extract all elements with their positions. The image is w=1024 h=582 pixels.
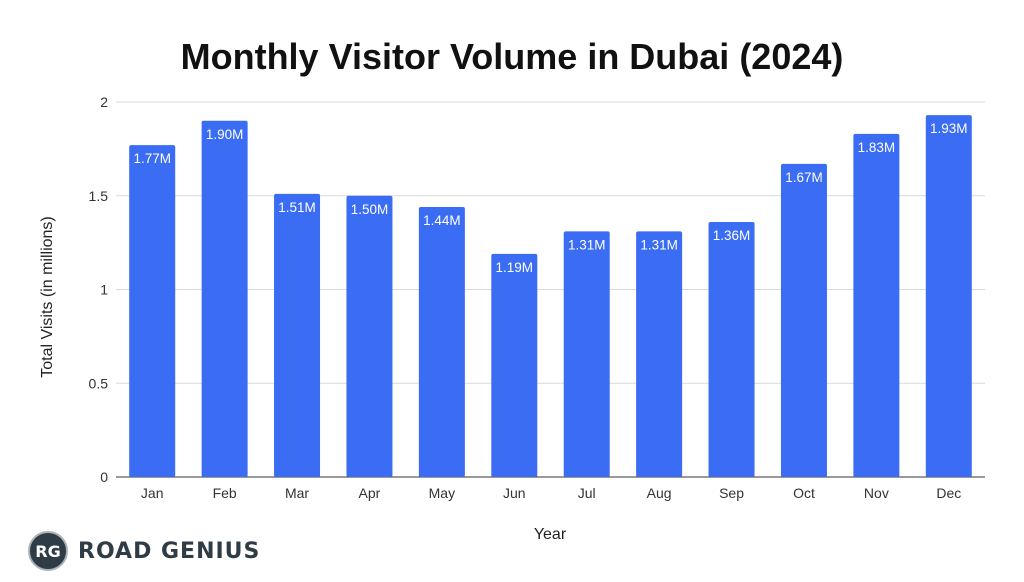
bar-nov xyxy=(853,133,900,477)
y-tick-label: 1 xyxy=(100,282,108,298)
y-tick-label: 0 xyxy=(100,469,108,485)
x-tick-label-sep: Sep xyxy=(719,485,744,501)
x-axis-label: Year xyxy=(534,526,567,543)
x-tick-label-apr: Apr xyxy=(359,485,381,501)
y-tick-label: 1.5 xyxy=(89,188,109,204)
data-label-jul: 1.31M xyxy=(568,237,606,252)
data-label-apr: 1.50M xyxy=(351,202,389,217)
x-tick-label-jul: Jul xyxy=(578,485,596,501)
bar-jun xyxy=(491,253,538,477)
grid-lines xyxy=(116,101,985,478)
x-tick-label-dec: Dec xyxy=(936,485,961,501)
bar-apr xyxy=(346,195,393,477)
data-label-jan: 1.77M xyxy=(133,151,171,166)
chart-title: Monthly Visitor Volume in Dubai (2024) xyxy=(180,36,844,77)
data-label-mar: 1.51M xyxy=(278,200,316,215)
x-tick-label-nov: Nov xyxy=(864,485,889,501)
data-label-dec: 1.93M xyxy=(930,121,968,136)
bar-feb xyxy=(201,120,248,477)
x-tick-label-mar: Mar xyxy=(285,485,309,501)
data-labels: 1.77M 1.90M 1.51M 1.50M 1.44M 1.19M 1.31M 1.31M… xyxy=(133,121,967,275)
bar-dec xyxy=(925,115,972,477)
data-label-sep: 1.36M xyxy=(713,228,751,243)
logo-badge: RG xyxy=(28,531,68,571)
y-axis-label: Total Visits (in millions) xyxy=(39,216,56,378)
bar-may xyxy=(418,207,465,477)
bar-jul xyxy=(563,231,610,477)
data-label-jun: 1.19M xyxy=(496,260,534,275)
x-tick-labels: Jan Feb Mar Apr May Jun Jul Aug Sep Oct Nov Dec xyxy=(141,485,961,501)
x-tick-label-may: May xyxy=(429,485,455,501)
y-tick-label: 0.5 xyxy=(89,375,109,391)
logo-text: ROAD GENIUS xyxy=(78,538,261,564)
bars xyxy=(129,115,972,477)
x-tick-label-oct: Oct xyxy=(793,485,815,501)
x-tick-label-feb: Feb xyxy=(213,485,237,501)
bar-mar xyxy=(274,193,321,477)
road-genius-logo: RG ROAD GENIUS xyxy=(28,530,260,572)
data-label-feb: 1.90M xyxy=(206,127,244,142)
bar-jan xyxy=(129,145,176,477)
x-tick-label-aug: Aug xyxy=(647,485,672,501)
x-tick-label-jan: Jan xyxy=(141,485,164,501)
y-tick-labels: 0 0.5 1 1.5 2 xyxy=(89,94,109,485)
data-label-oct: 1.67M xyxy=(785,170,823,185)
data-label-aug: 1.31M xyxy=(640,237,678,252)
data-label-nov: 1.83M xyxy=(858,140,896,155)
bar-sep xyxy=(708,222,755,477)
y-tick-label: 2 xyxy=(100,94,108,110)
bar-oct xyxy=(780,163,827,477)
x-tick-label-jun: Jun xyxy=(503,485,526,501)
bar-aug xyxy=(636,231,683,477)
data-label-may: 1.44M xyxy=(423,213,461,228)
